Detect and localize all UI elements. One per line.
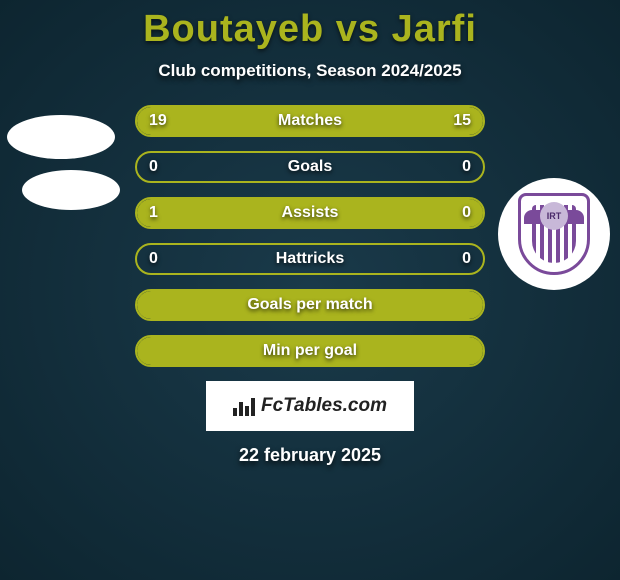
stat-label: Min per goal [263, 342, 357, 360]
brand-banner[interactable]: FcTables.com [206, 381, 414, 431]
stat-row: 19 15 Matches [135, 105, 485, 137]
date-label: 22 february 2025 [0, 445, 620, 466]
stat-value-left: 0 [149, 158, 158, 176]
player-left-photo-placeholder-2 [22, 170, 120, 210]
brand-text: FcTables.com [261, 395, 387, 417]
club-badge-circle: IRT [540, 202, 568, 230]
page-title: Boutayeb vs Jarfi [0, 8, 620, 51]
stat-value-right: 15 [453, 112, 471, 130]
comparison-card: Boutayeb vs Jarfi Club competitions, Sea… [0, 0, 620, 580]
stat-value-left: 1 [149, 204, 158, 222]
stat-label: Hattricks [276, 250, 344, 268]
stat-row: Goals per match [135, 289, 485, 321]
stat-label: Assists [282, 204, 339, 222]
stat-value-right: 0 [462, 158, 471, 176]
stat-value-left: 19 [149, 112, 167, 130]
stat-value-right: 0 [462, 204, 471, 222]
player-right-club-badge: IRT [498, 178, 610, 290]
stats-list: 19 15 Matches 0 0 Goals 1 0 Assists 0 0 Hattricks Go… [135, 105, 485, 367]
stat-value-left: 0 [149, 250, 158, 268]
stat-row: 0 0 Goals [135, 151, 485, 183]
stat-row: 1 0 Assists [135, 197, 485, 229]
stat-label: Matches [278, 112, 342, 130]
player-left-photo-placeholder-1 [7, 115, 115, 159]
subtitle: Club competitions, Season 2024/2025 [0, 61, 620, 81]
stat-row: Min per goal [135, 335, 485, 367]
stat-label: Goals [288, 158, 332, 176]
stat-label: Goals per match [247, 296, 372, 314]
club-badge-body: IRT [518, 193, 590, 275]
stat-value-right: 0 [462, 250, 471, 268]
stat-row: 0 0 Hattricks [135, 243, 485, 275]
brand-chart-icon [233, 396, 255, 416]
